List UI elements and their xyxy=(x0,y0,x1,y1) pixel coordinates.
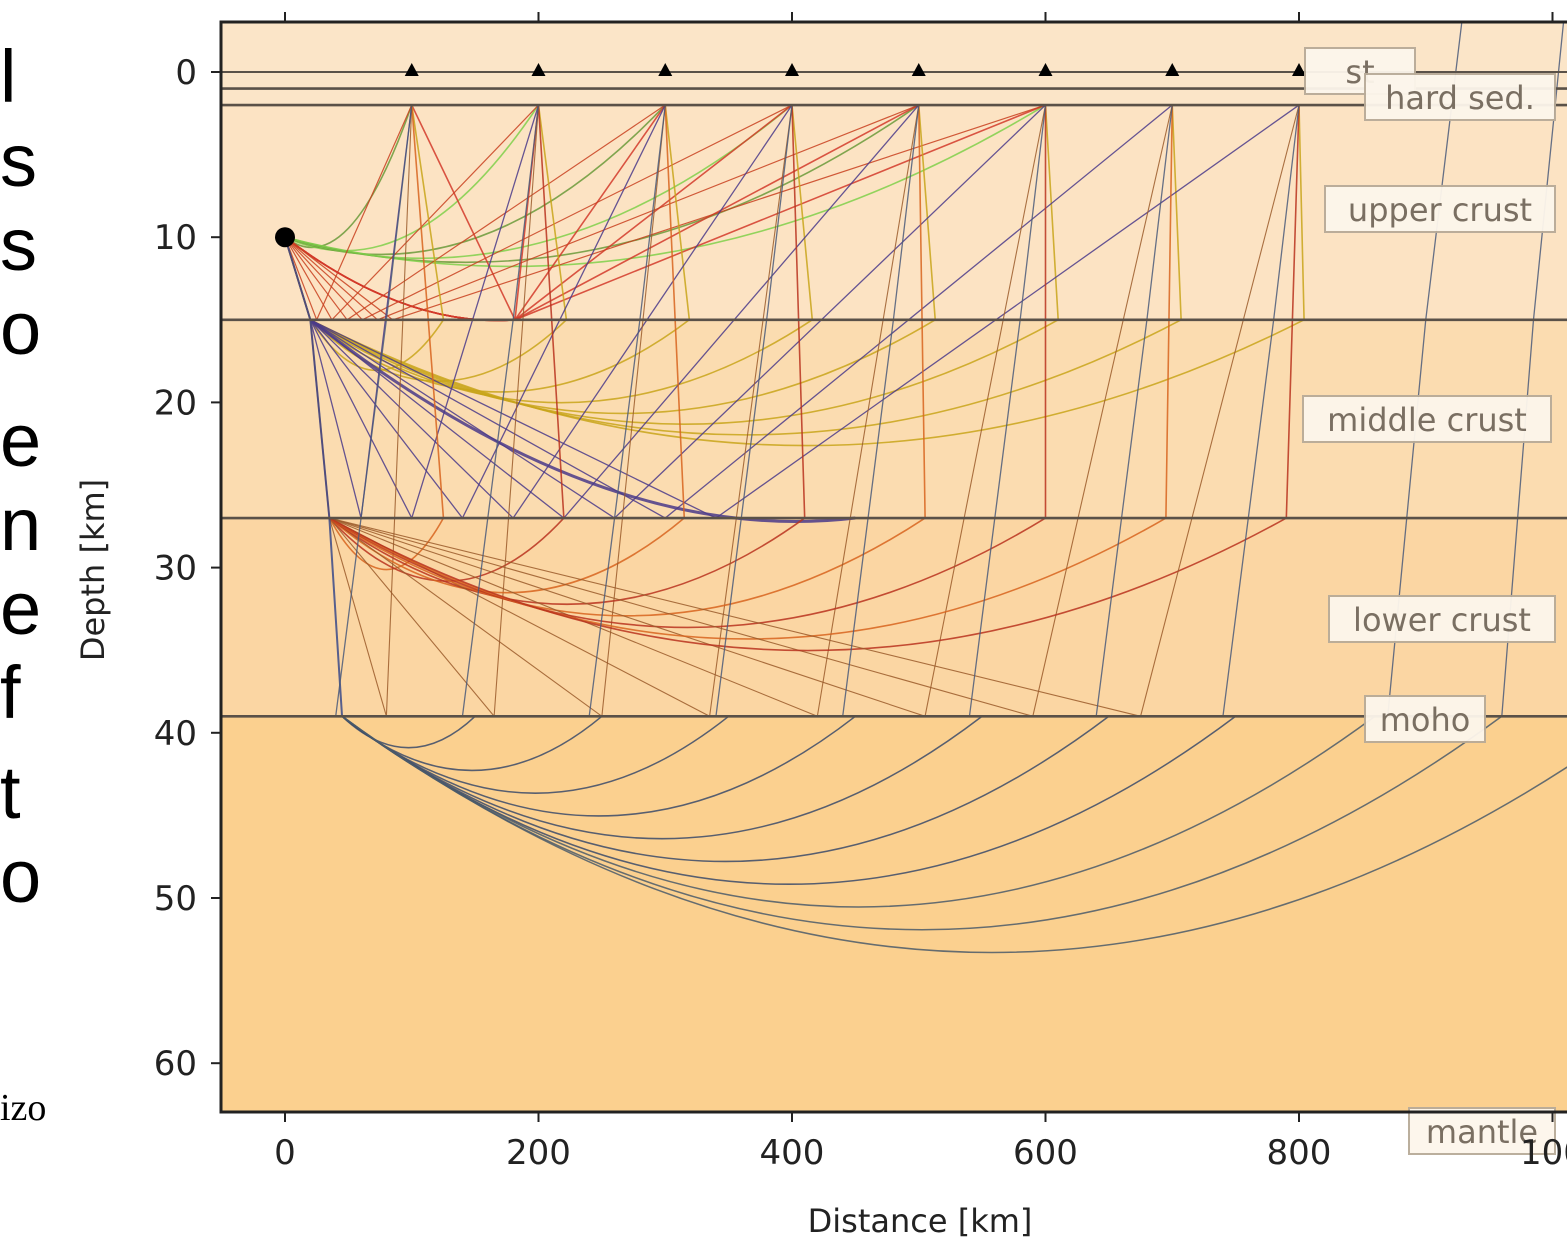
layer-label-box xyxy=(1408,1107,1556,1155)
layer-label: upper crust xyxy=(1324,185,1556,233)
layer-label-text: hard sed. xyxy=(1385,79,1535,117)
x-tick-label: 400 xyxy=(760,1133,825,1173)
station-marker xyxy=(658,63,673,76)
layer-label-box xyxy=(1324,185,1556,233)
cropped-slide-text: l s s o e n e f t o izo xyxy=(0,0,60,1245)
ray-path xyxy=(341,715,983,840)
ray-path xyxy=(341,715,1376,908)
y-axis-label: Depth [km] xyxy=(74,479,112,661)
slide-char: e xyxy=(0,567,42,650)
layer-label-box xyxy=(1302,395,1552,443)
ray-path xyxy=(284,105,1182,436)
x-tick-label: 800 xyxy=(1267,1133,1332,1173)
layer-label-text: upper crust xyxy=(1348,191,1532,229)
ray-path xyxy=(328,105,1047,629)
station-marker xyxy=(1292,63,1306,76)
layer-label: mantle xyxy=(1408,1107,1556,1155)
layer-label: hard sed. xyxy=(1364,73,1556,121)
layer-label-text: lower crust xyxy=(1353,601,1531,639)
y-tick-label: 20 xyxy=(154,383,197,423)
slide-char: n xyxy=(0,483,42,566)
station-marker xyxy=(1038,63,1053,76)
ray-path xyxy=(284,104,691,393)
slide-char: l xyxy=(0,35,17,118)
source-marker xyxy=(275,227,295,248)
slide-char: o xyxy=(0,287,42,370)
slide-char: s xyxy=(0,203,37,286)
y-tick-label: 50 xyxy=(154,879,197,919)
slide-footer-fragment: izo xyxy=(0,1087,47,1129)
ray-path xyxy=(328,105,926,617)
ray-path xyxy=(284,104,413,249)
ray-path xyxy=(309,318,856,524)
axes: 02004006008001000102030405060 xyxy=(154,12,1567,1173)
y-tick-label: 60 xyxy=(154,1044,197,1084)
x-tick-label: 600 xyxy=(1013,1133,1078,1173)
station-marker xyxy=(404,63,419,76)
ray-path xyxy=(284,104,814,404)
slide-char: e xyxy=(0,399,42,482)
station-marker xyxy=(531,63,546,76)
station-marker xyxy=(785,63,799,76)
layer-label-box xyxy=(1328,595,1556,643)
ray-path xyxy=(341,715,1110,863)
slide-char: s xyxy=(0,119,37,202)
x-tick-label: 0 xyxy=(274,1133,296,1173)
layer-label-box xyxy=(1364,73,1556,121)
ray-path xyxy=(341,715,856,817)
ray-path xyxy=(341,715,1567,954)
station-marker xyxy=(911,63,926,76)
slide-char: f xyxy=(0,651,21,734)
y-tick-label: 30 xyxy=(154,549,197,589)
x-tick-label: 100 xyxy=(1520,1133,1567,1173)
layer-label-box xyxy=(1364,695,1486,743)
y-tick-label: 10 xyxy=(154,218,197,258)
ray-path xyxy=(328,105,1300,652)
ray-path xyxy=(284,236,344,717)
layer-label-text: moho xyxy=(1380,701,1471,739)
station-marker xyxy=(1165,63,1180,76)
layer-label-text: middle crust xyxy=(1327,401,1527,439)
ray-path xyxy=(328,105,806,606)
x-tick-label: 200 xyxy=(506,1133,571,1173)
ray-path xyxy=(284,104,540,252)
layer-fill xyxy=(221,716,1567,1112)
slide-char: o xyxy=(0,835,42,918)
y-tick-label: 40 xyxy=(154,714,197,754)
layer-label: middle crust xyxy=(1302,395,1552,443)
x-axis-label: Distance [km] xyxy=(808,1202,1033,1240)
layer-label-text: mantle xyxy=(1426,1113,1538,1151)
layer-label: lower crust xyxy=(1328,595,1556,643)
ray-path xyxy=(328,104,445,571)
layer-label: moho xyxy=(1364,695,1486,743)
ray-path xyxy=(284,105,1305,447)
slide-char: t xyxy=(0,751,21,834)
markers xyxy=(275,63,1306,248)
layer-label: st xyxy=(1304,47,1416,95)
y-tick-label: 0 xyxy=(175,53,197,93)
